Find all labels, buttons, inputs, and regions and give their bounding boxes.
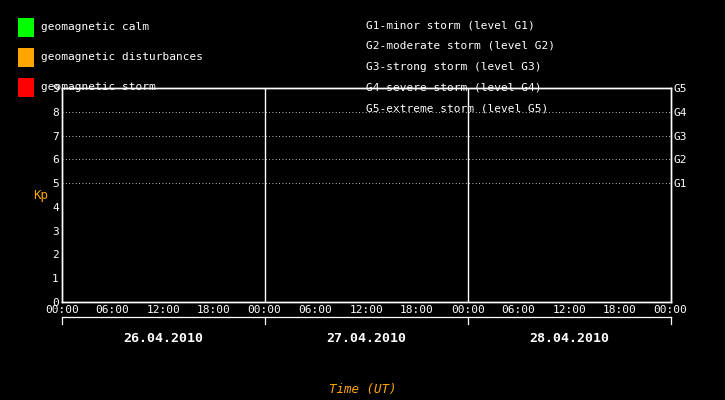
Text: 27.04.2010: 27.04.2010 <box>326 332 406 345</box>
Text: 28.04.2010: 28.04.2010 <box>529 332 609 345</box>
Text: Time (UT): Time (UT) <box>328 383 397 396</box>
Text: G5-extreme storm (level G5): G5-extreme storm (level G5) <box>366 103 548 113</box>
Text: 26.04.2010: 26.04.2010 <box>123 332 203 345</box>
Text: G4-severe storm (level G4): G4-severe storm (level G4) <box>366 82 542 92</box>
Text: G1-minor storm (level G1): G1-minor storm (level G1) <box>366 20 535 30</box>
Text: G3-strong storm (level G3): G3-strong storm (level G3) <box>366 62 542 72</box>
Text: geomagnetic disturbances: geomagnetic disturbances <box>41 52 203 62</box>
Y-axis label: Kp: Kp <box>33 188 49 202</box>
Text: geomagnetic calm: geomagnetic calm <box>41 22 149 32</box>
Text: G2-moderate storm (level G2): G2-moderate storm (level G2) <box>366 41 555 51</box>
Text: geomagnetic storm: geomagnetic storm <box>41 82 156 92</box>
